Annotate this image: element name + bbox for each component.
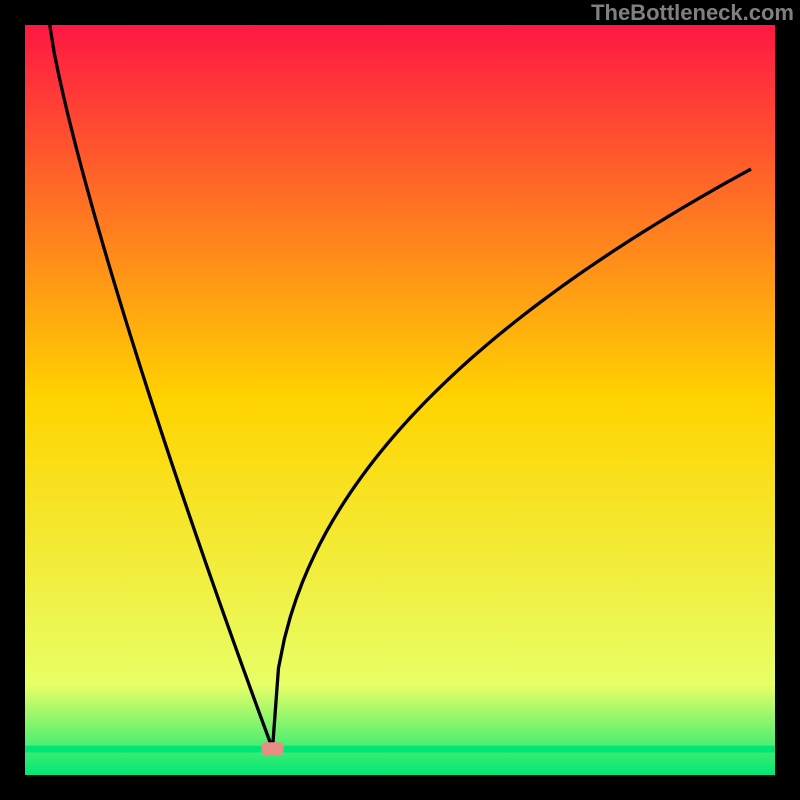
bottleneck-chart: TheBottleneck.com	[0, 0, 800, 800]
optimal-point-marker	[262, 742, 284, 755]
gradient-background	[25, 25, 775, 775]
green-baseline-band	[25, 746, 775, 753]
chart-canvas	[0, 0, 800, 800]
